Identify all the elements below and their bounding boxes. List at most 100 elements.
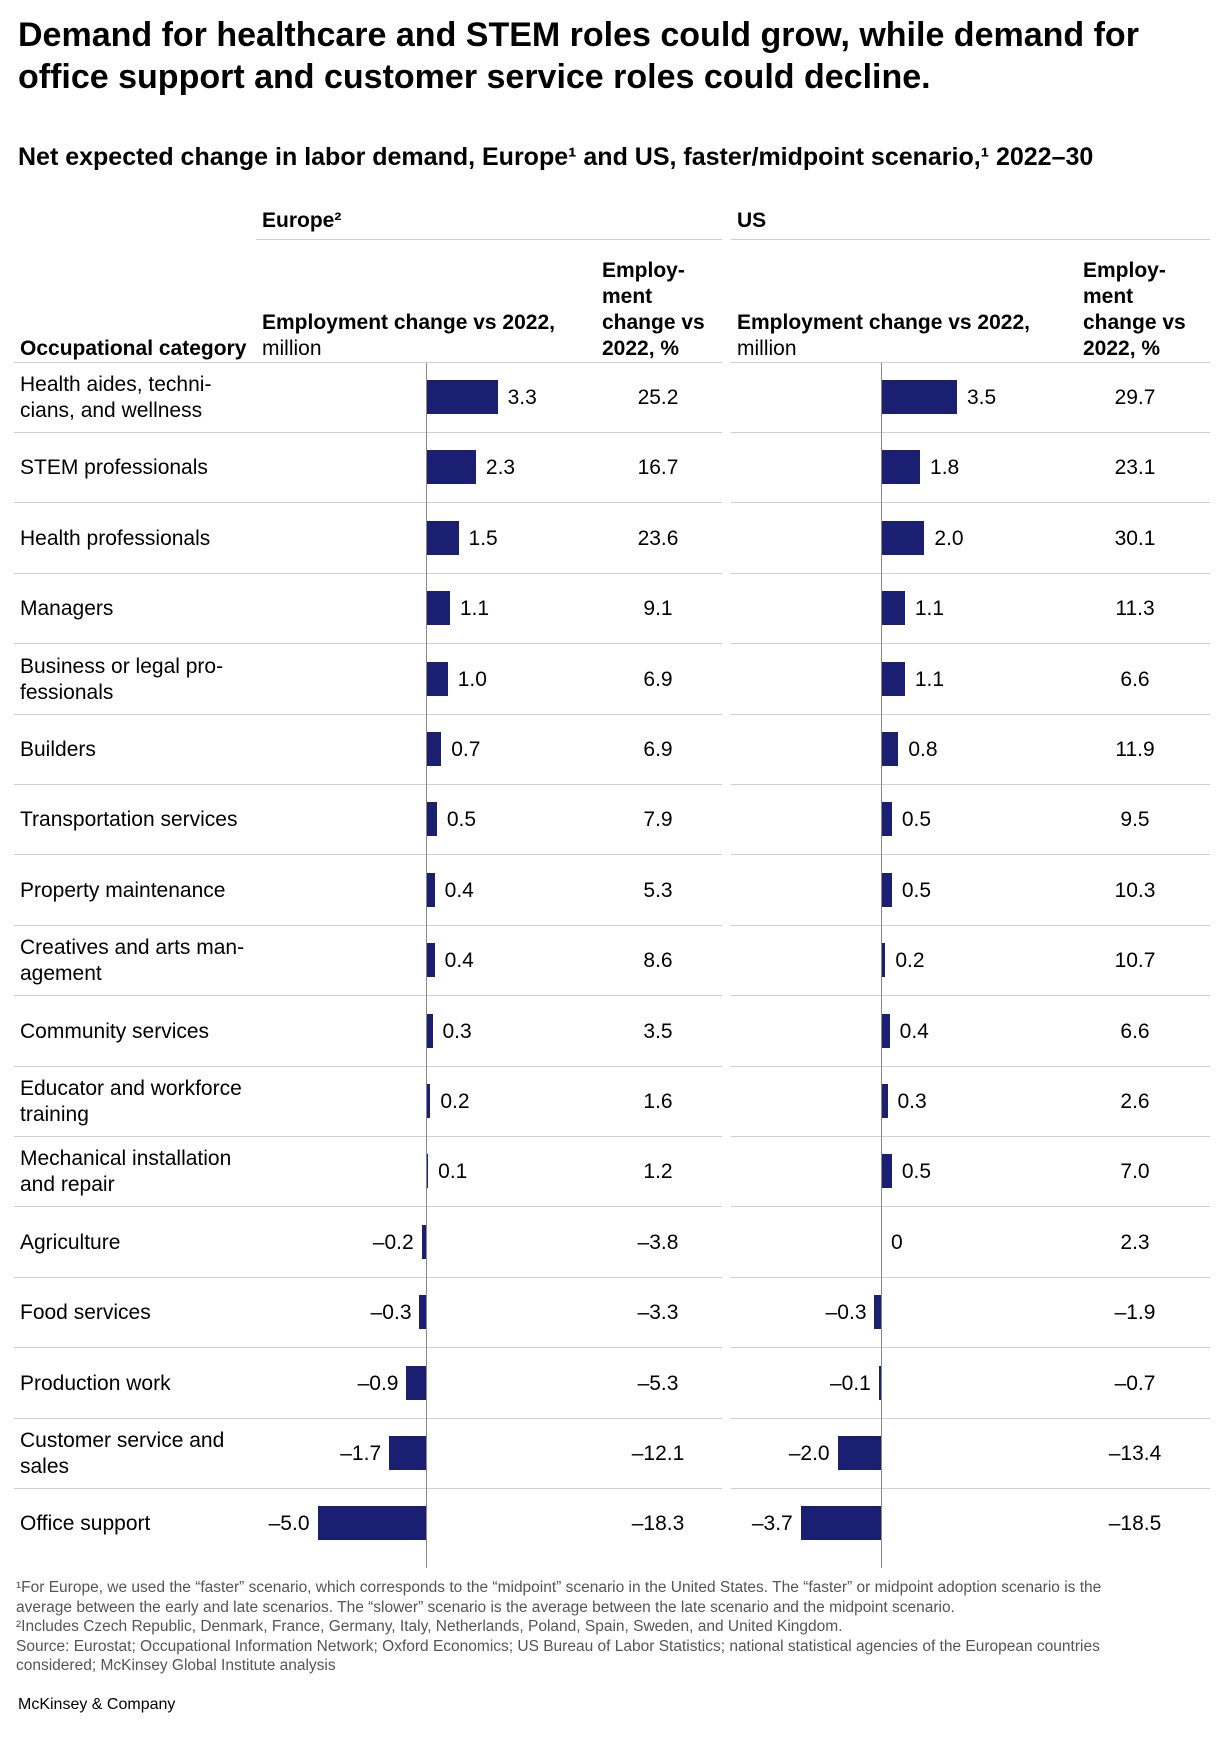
europe-pct-header-line: Employ-: [602, 259, 685, 282]
europe-header: Europe²: [262, 209, 342, 232]
us-bar: [881, 943, 886, 978]
row-divider: [14, 1276, 722, 1278]
row-divider: [14, 1206, 722, 1208]
row-divider: [731, 1488, 1210, 1489]
us-bar: [881, 802, 892, 837]
europe-change-header: Employment change vs 2022, million: [262, 310, 555, 362]
us-change-header: Employment change vs 2022, million: [737, 310, 1030, 362]
us-header: US: [737, 209, 767, 232]
row-divider: [731, 1206, 1210, 1208]
table-row: Managers 1.1 9.1 1.1 11.3: [14, 574, 1210, 645]
europe-value-label: 0.4: [444, 878, 474, 902]
europe-pct-header-line: ment: [602, 285, 653, 308]
europe-value-label: 1.0: [457, 667, 487, 691]
europe-value-label: 3.3: [507, 386, 537, 409]
europe-value-label: 0.5: [446, 808, 477, 832]
row-divider: [731, 995, 1210, 997]
category-label: Health professionals: [20, 526, 211, 550]
table-row: Educator and workforce training 0.2 1.6 0.3…: [14, 1067, 1210, 1137]
europe-bar: [419, 1295, 426, 1330]
us-value-label: –0.1: [829, 1371, 871, 1395]
europe-value-label: 1.1: [459, 597, 490, 621]
europe-pct-value: –5.3: [637, 1371, 679, 1395]
category-label: Business or legal pro- fessionals: [20, 654, 224, 704]
us-pct-value: –1.9: [1114, 1301, 1156, 1325]
row-divider: [14, 995, 722, 997]
europe-value-label: 0.4: [444, 949, 474, 973]
category-label: STEM professionals: [20, 456, 208, 480]
table-row: Agriculture –0.2 –3.8 0 2.3: [14, 1208, 1210, 1278]
us-bar: [881, 1084, 888, 1118]
europe-value-label: 0.7: [451, 738, 481, 761]
europe-pct-value: 7.9: [643, 808, 673, 832]
europe-pct-value: 16.7: [637, 456, 679, 480]
us-change-header-label: Employment change vs 2022,: [737, 311, 1030, 334]
us-bar: [837, 1436, 881, 1470]
row-divider: [731, 713, 1210, 715]
europe-bar: [426, 1013, 433, 1048]
row-divider: [14, 1488, 722, 1489]
europe-value-label: –1.7: [340, 1442, 382, 1465]
us-pct-value: 10.3: [1114, 878, 1156, 902]
us-value-label: 0.5: [901, 878, 932, 902]
row-divider: [731, 1136, 1210, 1137]
europe-header-rule: [256, 239, 722, 240]
us-bar: [881, 1013, 890, 1048]
us-pct-value: 6.6: [1120, 667, 1150, 691]
us-value-label: 1.8: [930, 456, 960, 480]
europe-bar: [317, 1506, 426, 1541]
chart-subtitle: Net expected change in labor demand, Eur…: [18, 143, 1094, 171]
row-divider: [14, 713, 722, 715]
us-pct-value: –0.7: [1114, 1371, 1156, 1395]
table-row: Builders 0.7 6.9 0.8 11.9: [14, 715, 1210, 785]
us-pct-value: 6.6: [1120, 1019, 1150, 1043]
row-divider: [731, 502, 1210, 504]
us-bar: [881, 1154, 892, 1189]
category-label: Customer service and sales: [20, 1429, 225, 1478]
europe-change-header-unit: million: [262, 337, 322, 360]
us-pct-header-line: ment: [1083, 285, 1134, 308]
europe-bar: [426, 732, 442, 766]
europe-pct-value: 1.2: [643, 1160, 673, 1184]
us-value-label: 0.4: [899, 1019, 929, 1043]
row-divider: [14, 924, 722, 926]
us-pct-value: 10.7: [1114, 949, 1156, 973]
row-divider: [14, 572, 722, 574]
europe-pct-value: 9.1: [643, 597, 673, 621]
europe-bar: [421, 1224, 426, 1259]
row-divider: [14, 854, 722, 856]
category-label: Transportation services: [20, 808, 238, 832]
europe-pct-value: 1.6: [643, 1090, 673, 1113]
row-divider: [731, 643, 1210, 645]
category-label: Agriculture: [20, 1230, 121, 1254]
us-value-label: 1.1: [914, 597, 945, 621]
europe-value-label: –0.3: [370, 1301, 412, 1325]
us-bar: [881, 450, 921, 485]
europe-change-header-label: Employment change vs 2022,: [262, 311, 555, 334]
us-pct-value: 11.3: [1115, 597, 1155, 621]
footnote-line: ²Includes Czech Republic, Denmark, Franc…: [16, 1618, 843, 1635]
us-value-label: 2.0: [934, 526, 964, 550]
europe-pct-value: –18.3: [631, 1512, 685, 1536]
us-pct-value: 2.3: [1120, 1230, 1150, 1254]
table-row: Community services 0.3 3.5 0.4 6.6: [14, 997, 1210, 1067]
us-pct-value: 23.1: [1114, 456, 1156, 480]
europe-pct-value: –12.1: [631, 1442, 685, 1465]
footnote-line: average between the early and late scena…: [16, 1598, 955, 1616]
footnote-line: considered; McKinsey Global Institute an…: [16, 1657, 336, 1674]
table-row: Creatives and arts man- agement 0.4 8.6 0.2…: [14, 926, 1210, 997]
us-value-label: –3.7: [751, 1512, 793, 1536]
europe-pct-header-line: 2022, %: [602, 337, 680, 360]
us-bar: [881, 520, 925, 555]
us-value-label: 1.1: [914, 667, 945, 691]
header-row-rule-right: [731, 362, 1210, 363]
us-pct-header-line: change vs: [1083, 311, 1186, 334]
europe-value-label: 2.3: [485, 456, 516, 480]
us-change-header-unit: million: [737, 337, 797, 360]
europe-value-label: –0.9: [357, 1371, 399, 1395]
category-label: Mechanical installation and repair: [20, 1147, 232, 1197]
europe-zero-axis: [426, 363, 427, 1568]
category-label: Builders: [20, 738, 96, 761]
table-row: Property maintenance 0.4 5.3 0.5 10.3: [14, 856, 1210, 926]
europe-pct-value: 25.2: [637, 386, 679, 409]
